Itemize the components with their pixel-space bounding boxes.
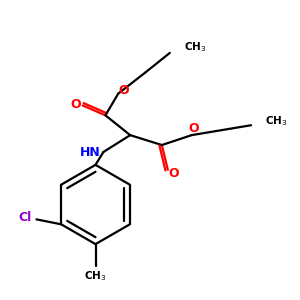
Text: CH$_3$: CH$_3$ (84, 269, 107, 283)
Text: O: O (70, 98, 81, 111)
Text: Cl: Cl (18, 211, 31, 224)
Text: CH$_3$: CH$_3$ (184, 40, 206, 54)
Text: CH$_3$: CH$_3$ (265, 114, 287, 128)
Text: O: O (188, 122, 199, 135)
Text: O: O (169, 167, 179, 180)
Text: HN: HN (80, 146, 101, 160)
Text: O: O (118, 84, 129, 97)
